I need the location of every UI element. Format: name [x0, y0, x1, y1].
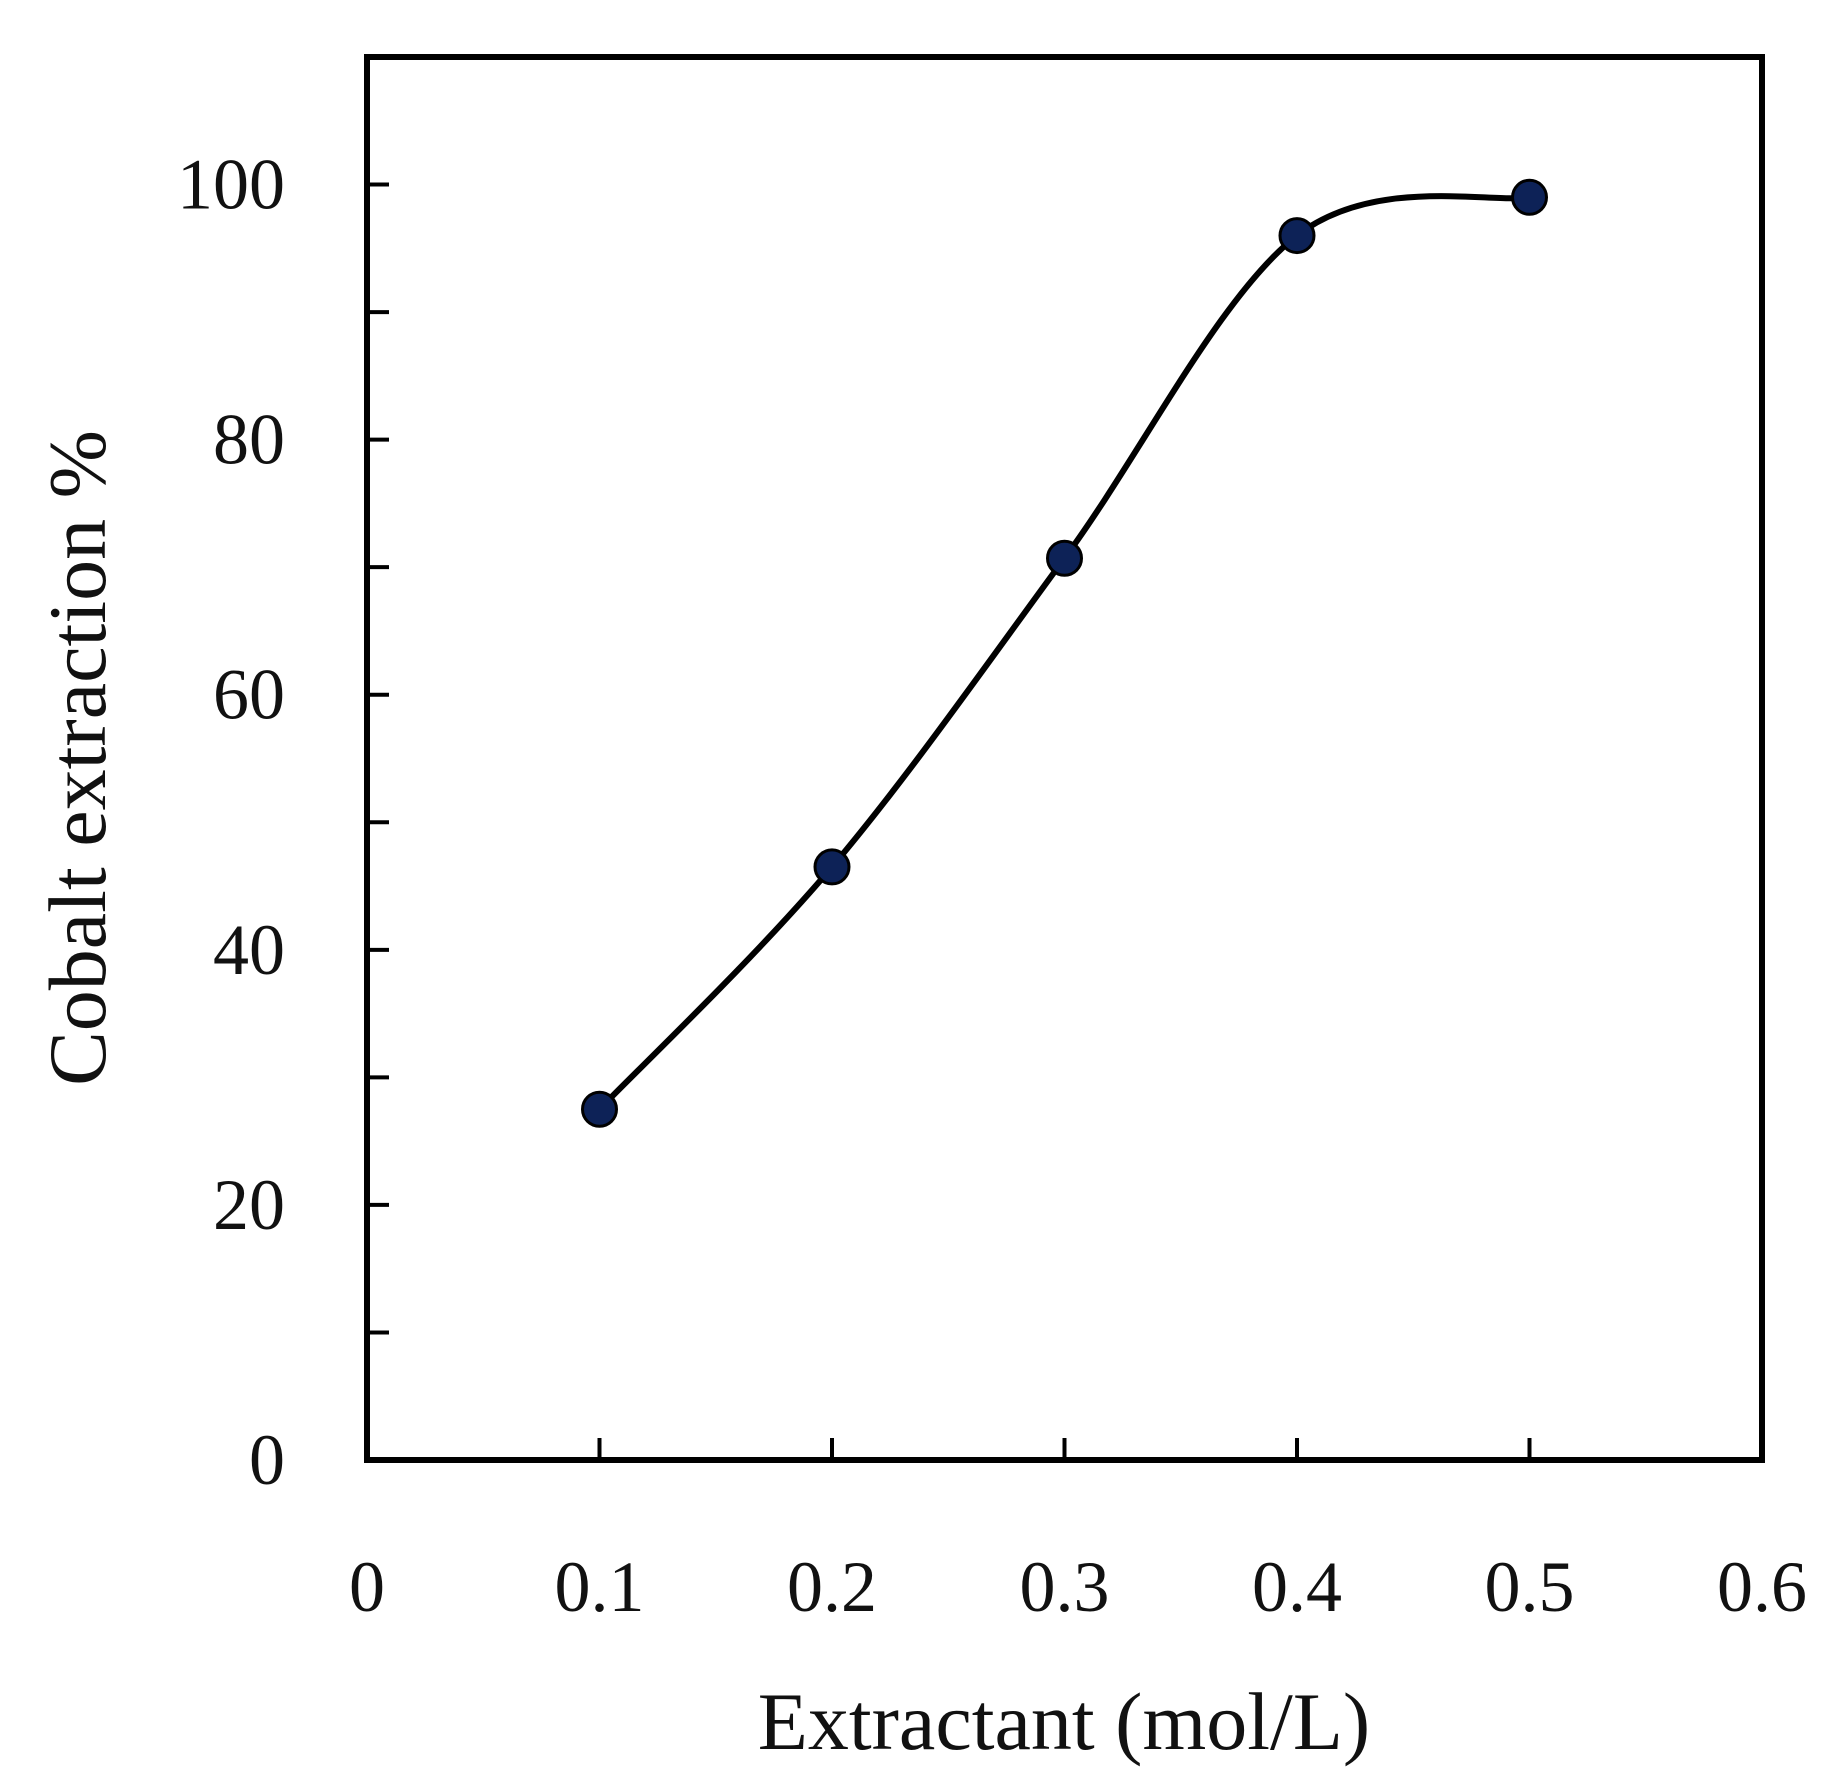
- y-tick-label-4: 80: [213, 400, 285, 480]
- y-tick-label-2: 40: [213, 910, 285, 990]
- plot-area-frame: [364, 54, 1765, 1463]
- axis-ticks: [367, 182, 1532, 1460]
- y-axis-title: Cobalt extraction %: [32, 430, 123, 1086]
- y-tick-label-3: 60: [213, 655, 285, 735]
- y-tick-label-0: 0: [249, 1420, 285, 1500]
- x-tick-label-3: 0.3: [1020, 1547, 1110, 1627]
- x-tick-label-1: 0.1: [555, 1547, 645, 1627]
- y-tick-label-1: 20: [213, 1165, 285, 1245]
- data-point-2: [1046, 539, 1083, 577]
- x-tick-labels: 0 0.1 0.2 0.3 0.4 0.5 0.6: [349, 1547, 1807, 1627]
- data-point-3: [1278, 217, 1316, 255]
- y-tick-labels: 0 20 40 60 80 100: [177, 145, 285, 1500]
- data-point-1: [813, 848, 851, 886]
- x-axis-title: Extractant (mol/L): [758, 1676, 1370, 1767]
- points-layer: [581, 178, 1548, 1128]
- x-tick-label-0: 0: [349, 1547, 385, 1627]
- x-tick-label-6: 0.6: [1717, 1547, 1807, 1627]
- y-tick-label-5: 100: [177, 145, 285, 225]
- x-tick-label-2: 0.2: [787, 1547, 877, 1627]
- x-tick-label-4: 0.4: [1252, 1547, 1342, 1627]
- x-tick-label-5: 0.5: [1485, 1547, 1575, 1627]
- data-point-4: [1511, 178, 1548, 216]
- data-point-0: [581, 1090, 618, 1128]
